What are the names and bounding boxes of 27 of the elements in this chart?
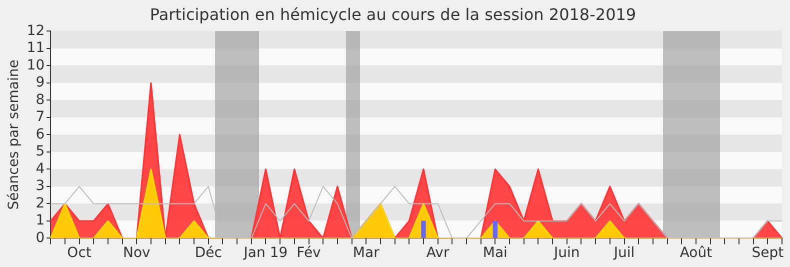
x-tick-label: Nov	[122, 245, 150, 262]
y-tick-label: 5	[36, 144, 45, 160]
x-tick-label: Oct	[67, 245, 92, 262]
y-tick-label: 12	[26, 22, 45, 39]
x-tick-label: Déc	[194, 245, 222, 262]
y-tick-label: 7	[36, 109, 45, 126]
y-tick-label: 8	[36, 92, 45, 108]
y-tick-label: 10	[26, 57, 45, 74]
x-tick-label: Août	[680, 245, 713, 262]
chart-title: Participation en hémicycle au cours de la session 2018-2019	[150, 4, 636, 24]
x-tick-label: Mar	[352, 245, 380, 262]
x-tick-label: Jan 19	[242, 245, 288, 262]
x-tick-label: Avr	[426, 245, 450, 262]
y-tick-label: 11	[26, 40, 45, 56]
y-tick-label: 6	[36, 126, 45, 142]
x-tick-label: Sept	[752, 245, 784, 262]
y-tick-label: 4	[36, 160, 45, 177]
x-tick-label: Mai	[482, 245, 508, 262]
y-tick-label: 0	[36, 230, 45, 246]
y-tick-label: 3	[36, 178, 45, 194]
y-tick-label: 2	[36, 195, 45, 212]
x-tick-label: Fév	[296, 245, 321, 262]
y-tick-label: 1	[36, 212, 45, 229]
y-tick-label: 9	[36, 74, 45, 91]
x-tick-label: Juin	[553, 245, 580, 262]
x-tick-label: Juil	[612, 245, 635, 262]
y-axis-title: Séances par semaine	[6, 60, 22, 210]
